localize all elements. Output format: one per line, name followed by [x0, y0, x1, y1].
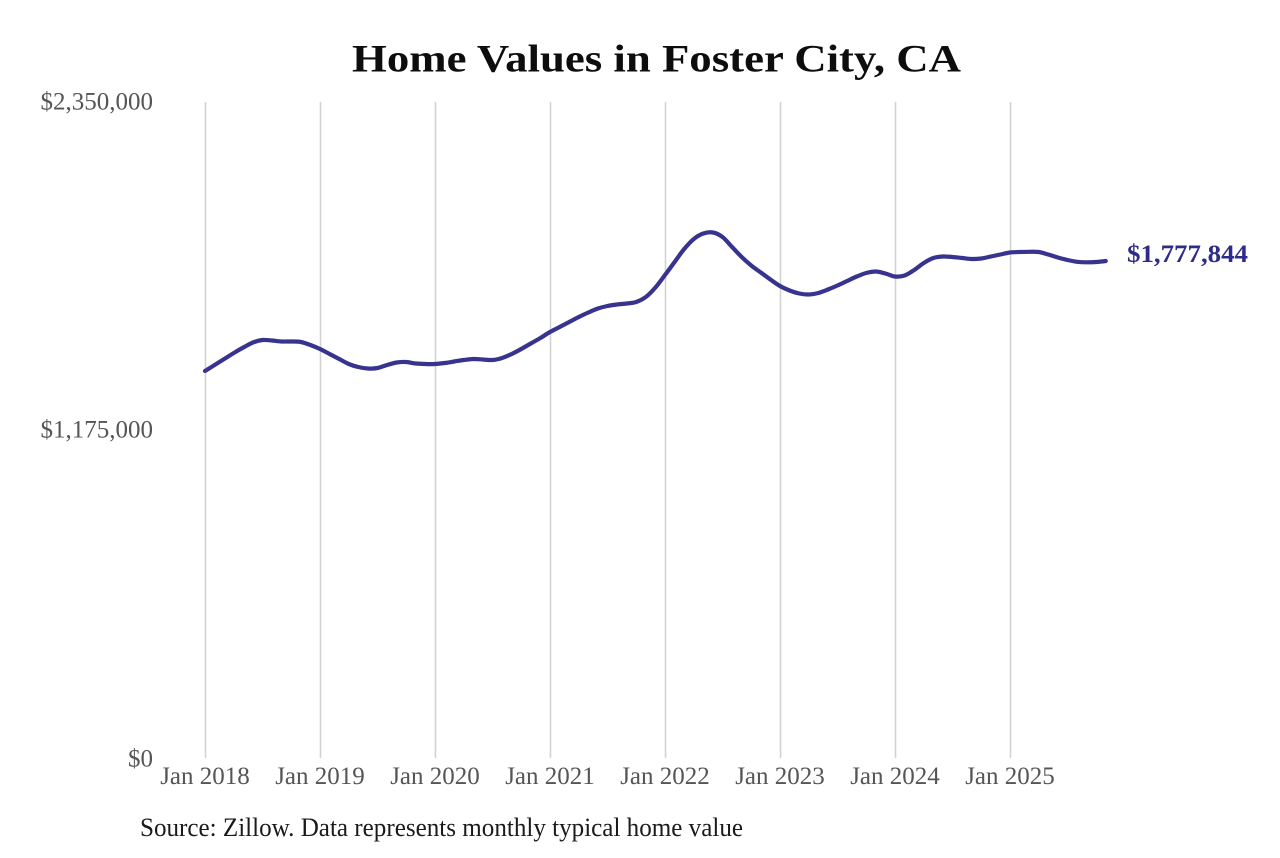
svg-text:Source: Zillow. Data represent: Source: Zillow. Data represents monthly … — [140, 813, 743, 842]
svg-text:$1,777,844: $1,777,844 — [1127, 241, 1249, 268]
svg-text:Jan 2018: Jan 2018 — [160, 763, 250, 790]
svg-text:Jan 2025: Jan 2025 — [965, 763, 1055, 790]
svg-text:$0: $0 — [128, 746, 153, 773]
svg-text:Jan 2022: Jan 2022 — [620, 763, 710, 790]
svg-text:Jan 2023: Jan 2023 — [735, 763, 825, 790]
svg-text:Jan 2024: Jan 2024 — [850, 763, 940, 790]
svg-text:Jan 2019: Jan 2019 — [275, 763, 365, 790]
svg-text:$2,350,000: $2,350,000 — [41, 89, 154, 116]
svg-text:Home Values in Foster City, CA: Home Values in Foster City, CA — [352, 38, 961, 81]
svg-text:$1,175,000: $1,175,000 — [41, 417, 154, 444]
svg-text:Jan 2020: Jan 2020 — [390, 763, 480, 790]
svg-text:Jan 2021: Jan 2021 — [505, 763, 595, 790]
